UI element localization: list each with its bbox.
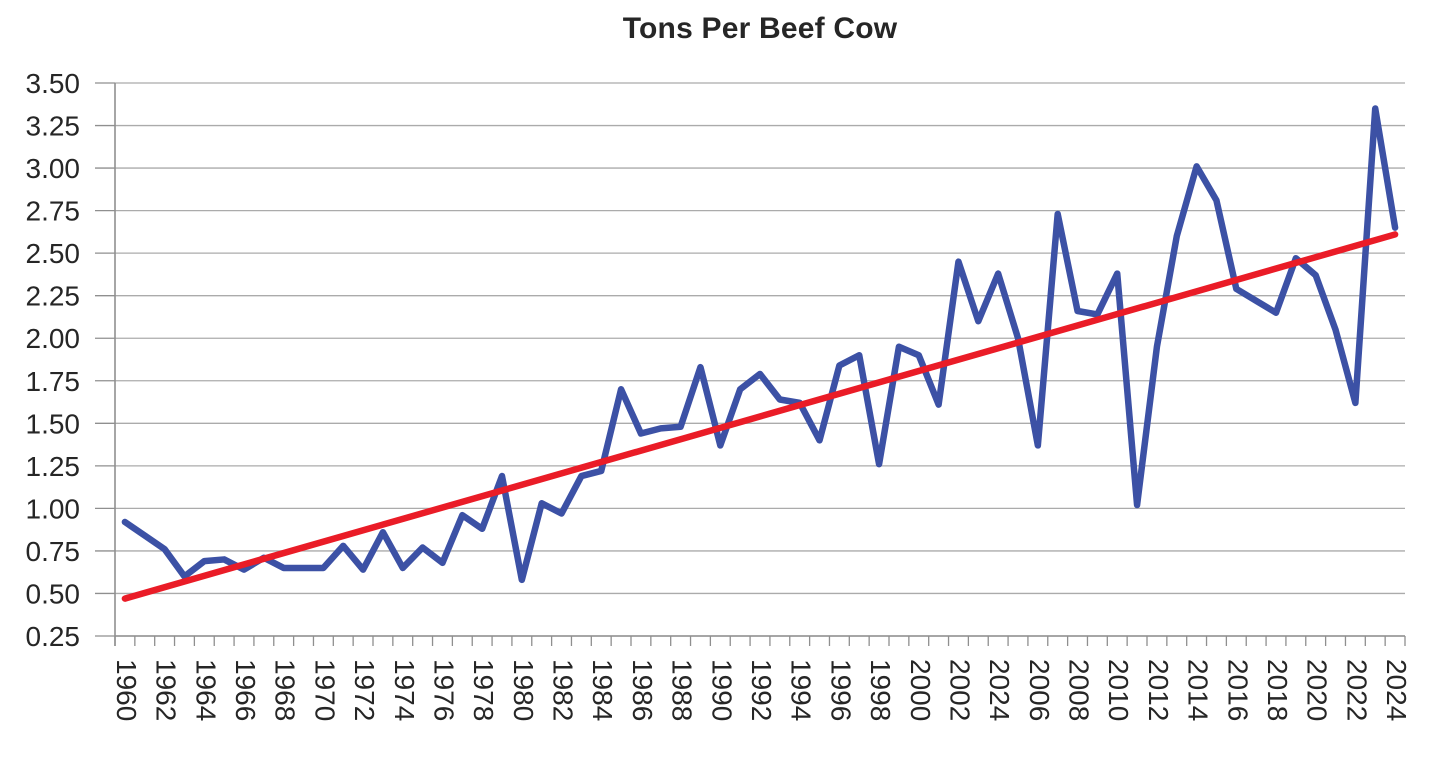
x-tick-label: 1978 xyxy=(468,659,499,721)
data-series-line xyxy=(121,105,1399,584)
x-tick-label: 1972 xyxy=(349,659,380,721)
x-tick-label: 1988 xyxy=(667,659,698,721)
x-tick-label: 2012 xyxy=(1143,659,1174,721)
y-tick-label: 1.00 xyxy=(26,493,81,524)
y-tick-label: 2.00 xyxy=(26,323,81,354)
y-tick-label: 1.25 xyxy=(26,451,81,482)
chart-title: Tons Per Beef Cow xyxy=(622,12,898,45)
x-tick-label: 2016 xyxy=(1222,659,1253,721)
x-tick-label: 2024 xyxy=(1381,659,1412,721)
y-tick-label: 1.75 xyxy=(26,366,81,397)
x-tick-label: 2018 xyxy=(1262,659,1293,721)
x-tick-label: 1980 xyxy=(508,659,539,721)
x-tick-label: 1994 xyxy=(786,659,817,721)
y-tick-label: 3.00 xyxy=(26,153,81,184)
x-tick-label: 1970 xyxy=(309,659,340,721)
x-tick-label: 1984 xyxy=(587,659,618,721)
x-tick-label: 1996 xyxy=(825,659,856,721)
x-tick-label: 1974 xyxy=(389,659,420,721)
y-tick-label: 1.50 xyxy=(26,408,81,439)
y-tick-label: 0.50 xyxy=(26,578,81,609)
x-tick-label: 2000 xyxy=(905,659,936,721)
y-tick-label: 0.75 xyxy=(26,536,81,567)
x-tick-label: 1992 xyxy=(746,659,777,721)
y-tick-label: 3.25 xyxy=(26,111,81,142)
y-tick-label: 2.75 xyxy=(26,196,81,227)
x-tick-label: 1962 xyxy=(151,659,182,721)
x-tick-label: 2020 xyxy=(1302,659,1333,721)
trendline xyxy=(121,231,1399,602)
x-tick-label: 1966 xyxy=(230,659,261,721)
x-tick-label: 1976 xyxy=(428,659,459,721)
x-tick-label: 2014 xyxy=(1183,659,1214,721)
x-tick-label: 1990 xyxy=(706,659,737,721)
x-tick-label: 1960 xyxy=(111,659,142,721)
x-tick-label: 2006 xyxy=(1024,659,1055,721)
x-tick-label: 2024 xyxy=(984,659,1015,721)
x-tick-label: 1986 xyxy=(627,659,658,721)
x-tick-label: 1964 xyxy=(190,659,221,721)
x-tick-label: 1982 xyxy=(548,659,579,721)
x-tick-label: 2010 xyxy=(1103,659,1134,721)
x-tick-label: 2008 xyxy=(1064,659,1095,721)
y-tick-label: 2.25 xyxy=(26,281,81,312)
x-tick-label: 1998 xyxy=(865,659,896,721)
y-tick-label: 2.50 xyxy=(26,238,81,269)
x-tick-label: 2022 xyxy=(1341,659,1372,721)
y-tick-label: 3.50 xyxy=(26,68,81,99)
x-tick-label: 1968 xyxy=(270,659,301,721)
x-tick-label: 2002 xyxy=(944,659,975,721)
y-tick-label: 0.25 xyxy=(26,621,81,652)
